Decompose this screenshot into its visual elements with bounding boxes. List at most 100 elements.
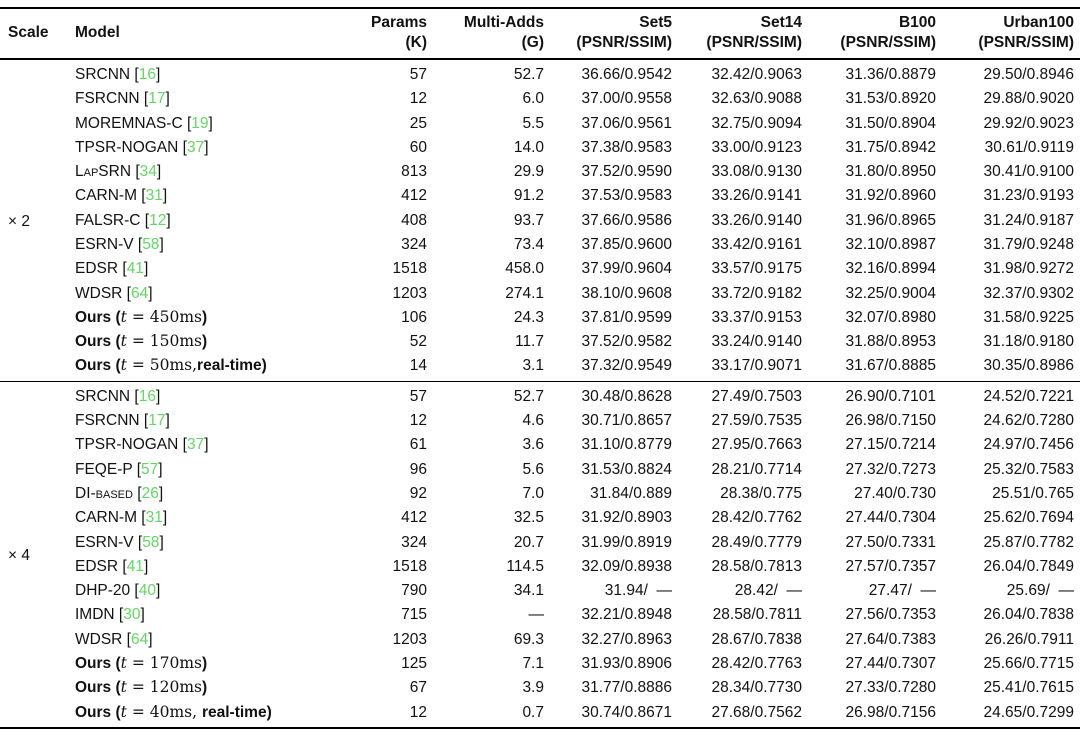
model-name-segment: = 450ms	[126, 307, 202, 326]
b100-value: 27.15/0.7214	[845, 436, 936, 454]
table-row: WDSR [64] 1203 69.3 32.27/0.8963 28.67/0.783…	[0, 627, 1080, 651]
model-name: FSRCNN [17]	[70, 409, 345, 433]
set14-value: 28.42/ —	[734, 582, 802, 600]
urban100-value: 26.04/0.7849	[983, 557, 1074, 575]
model-name-segment: ]	[143, 260, 149, 278]
params-value: 412	[401, 509, 427, 527]
model-name-segment: CARN-M [	[75, 509, 146, 527]
b100-value: 32.07/0.8980	[845, 308, 936, 326]
b100-value: 27.33/0.7280	[845, 679, 936, 697]
b100-value: 32.16/0.8994	[845, 260, 936, 278]
table-row: DHP-20 [40] 790 34.1 31.94/ — 28.42/ — 27.47/…	[0, 579, 1080, 603]
set5-value: 37.00/0.9558	[581, 90, 672, 108]
model-name-segment: ]	[165, 90, 170, 108]
model-name-segment: )	[201, 654, 208, 672]
header-urban100-line1: Urban100	[1003, 14, 1074, 31]
params-value: 12	[409, 90, 427, 108]
scale-section-2: × 4 SRCNN [16] 57 52.7 30.48/0.8628 27.49/0.7…	[0, 381, 1080, 728]
urban100-value: 24.52/0.7221	[983, 387, 1074, 405]
b100-value: 31.75/0.8942	[845, 138, 936, 156]
model-name-segment: ]	[148, 630, 153, 648]
set5-value: 37.06/0.9561	[581, 114, 672, 132]
set14-value: 33.42/0.9161	[711, 235, 802, 253]
model-name-segment: t	[120, 678, 127, 697]
urban100-value: 31.79/0.9248	[983, 235, 1074, 253]
urban100-value: 25.69/ —	[1006, 582, 1074, 600]
multi-adds-value: 11.7	[514, 333, 544, 351]
urban100-value: 25.62/0.7694	[983, 509, 1074, 527]
model-name-segment: ]	[159, 533, 164, 551]
header-set5-line2: (PSNR/SSIM)	[576, 34, 672, 51]
set14-value: 33.26/0.9141	[711, 187, 802, 205]
model-name-segment: ]	[204, 436, 209, 454]
multi-adds-value: 73.4	[513, 235, 544, 253]
model-name-segment: ESRN-V [	[75, 533, 143, 551]
model-name-segment: ]	[159, 235, 164, 253]
set14-value: 28.58/0.7811	[712, 606, 802, 624]
set5-value: 37.52/0.9582	[581, 333, 672, 351]
multi-adds-value: 3.1	[522, 357, 544, 375]
set14-value: 28.67/0.7838	[711, 630, 802, 648]
model-name-segment: )	[201, 333, 208, 351]
citation-number: 57	[141, 460, 159, 478]
set5-value: 31.94/ —	[604, 582, 672, 600]
params-value: 92	[409, 485, 427, 502]
model-name-segment: Ours (	[75, 679, 121, 697]
params-value: 14	[409, 357, 427, 375]
results-table: Scale Model Params (K) Multi-Adds (G) Se…	[0, 7, 1080, 729]
model-name-segment: TPSR-NOGAN [	[75, 138, 187, 156]
b100-value: 31.88/0.8953	[845, 333, 936, 351]
model-name: SRCNN [16]	[70, 381, 345, 408]
model-name-segment: ]	[158, 485, 164, 502]
urban100-value: 25.87/0.7782	[983, 533, 1074, 551]
multi-adds-value: 7.1	[522, 654, 544, 672]
model-name-segment: Ours (	[75, 333, 121, 351]
model-name: EDSR [41]	[70, 554, 345, 578]
multi-adds-value: 5.5	[522, 114, 544, 132]
model-name-segment: real-time)	[197, 357, 267, 375]
set14-value: 28.34/0.7730	[711, 679, 802, 697]
header-row: Scale Model Params (K) Multi-Adds (G) Se…	[0, 8, 1080, 59]
set5-value: 31.93/0.8906	[581, 654, 672, 672]
multi-adds-value: 91.2	[513, 187, 544, 205]
citation-number: 17	[148, 412, 166, 430]
citation-number: 64	[130, 284, 149, 302]
model-name-segment: FEQE-P [	[75, 460, 142, 478]
multi-adds-value: 93.7	[513, 211, 544, 229]
model-name-segment: = 150ms	[126, 332, 202, 351]
model-name-segment: EDSR [	[75, 557, 127, 575]
b100-value: 27.44/0.7304	[845, 509, 936, 527]
model-name-segment: real-time)	[201, 703, 272, 721]
params-value: 1203	[392, 284, 427, 302]
urban100-value: 29.50/0.8946	[983, 66, 1074, 83]
multi-adds-value: 0.7	[522, 703, 544, 721]
model-name-segment: WDSR [	[75, 284, 131, 302]
b100-value: 31.96/0.8965	[845, 211, 936, 229]
model-name-segment: ]	[162, 187, 168, 205]
table-row: CARN-M [31] 412 32.5 31.92/0.8903 28.42/0.77…	[0, 506, 1080, 530]
model-name-segment: t	[120, 307, 127, 326]
header-b100-line2: (PSNR/SSIM)	[840, 34, 936, 51]
model-name: ESRN-V [58]	[70, 233, 345, 257]
model-name-segment: Ours (	[75, 308, 121, 326]
b100-value: 27.64/0.7383	[845, 630, 936, 648]
citation-number: 37	[186, 436, 205, 454]
set5-value: 37.85/0.9600	[581, 235, 672, 253]
model-name-segment: ]	[156, 163, 162, 181]
model-name: TPSR-NOGAN [37]	[70, 433, 345, 457]
model-name: Ours (t = 170ms)	[70, 652, 345, 676]
model-name: WDSR [64]	[70, 627, 345, 651]
table-row: Ours (t = 150ms) 52 11.7 37.52/0.9582 33.24/…	[0, 330, 1080, 354]
set14-value: 32.63/0.9088	[711, 90, 802, 108]
header-multi-adds: Multi-Adds (G)	[433, 8, 550, 59]
urban100-value: 31.18/0.9180	[983, 333, 1074, 351]
header-scale: Scale	[8, 24, 49, 41]
set5-value: 30.74/0.8671	[581, 703, 672, 721]
multi-adds-value: 458.0	[505, 260, 544, 278]
b100-value: 27.32/0.7273	[845, 460, 936, 478]
multi-adds-value: 34.1	[513, 582, 544, 600]
set5-value: 32.21/0.8948	[581, 606, 672, 624]
model-name-segment: t	[120, 356, 127, 375]
params-value: 324	[401, 533, 427, 551]
multi-adds-value: 69.3	[513, 630, 544, 648]
